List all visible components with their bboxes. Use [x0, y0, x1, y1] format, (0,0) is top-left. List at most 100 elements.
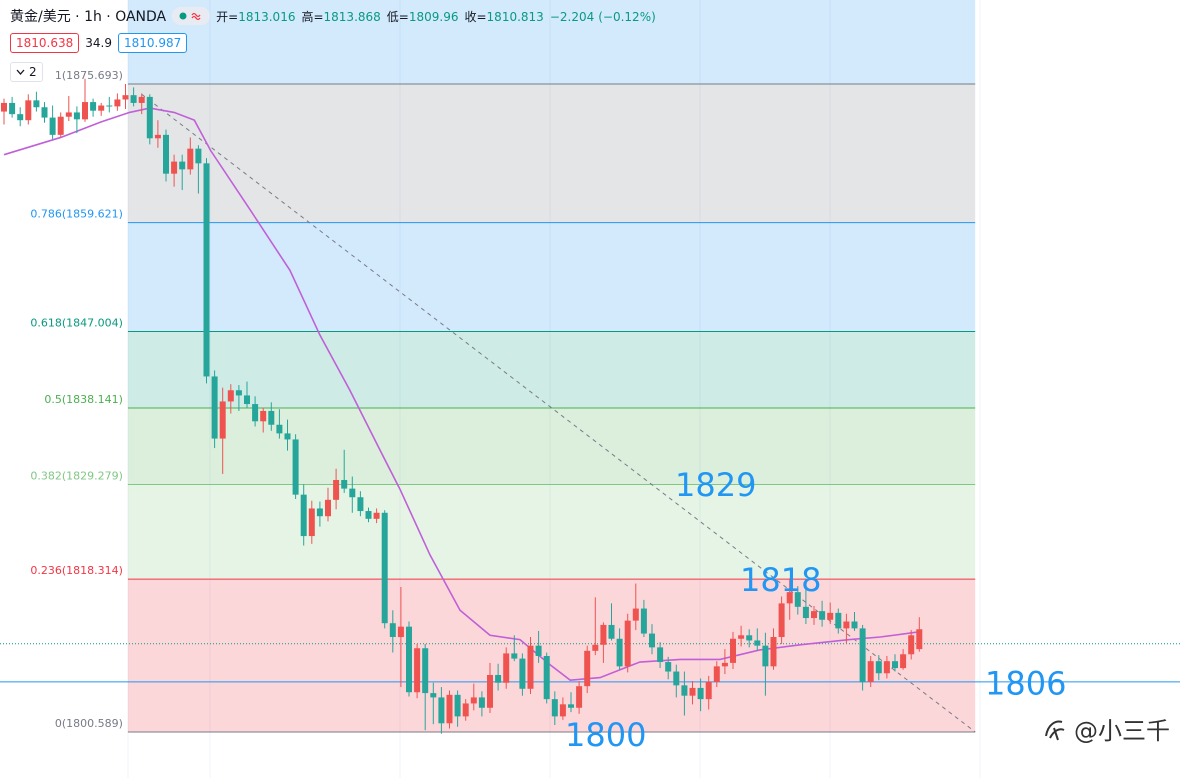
fib-extension-zone [127, 0, 976, 85]
candle-body [559, 704, 566, 717]
candle-body [130, 95, 137, 103]
candle-body [883, 661, 890, 674]
candle-body [49, 117, 56, 135]
candle-body [600, 624, 607, 645]
candle-body [235, 390, 242, 396]
candle-body [867, 661, 874, 682]
candle-body [341, 479, 348, 489]
candle-body [786, 592, 793, 604]
ohlc-label: 低= [386, 9, 409, 24]
candle-body [827, 612, 834, 620]
fib-level-label: 0.786(1859.621) [30, 208, 123, 221]
ohlc-legend: 开=1813.016 高=1813.868 低=1809.96 收=1810.813−… [216, 8, 656, 25]
candle-body [859, 628, 866, 682]
candle-body [762, 645, 769, 667]
candle-body [300, 494, 307, 537]
candle-body [608, 624, 615, 639]
candle-body [430, 693, 437, 698]
candle-body [697, 687, 704, 700]
fib-level-label: 0(1800.589) [55, 717, 123, 730]
candle-body [316, 508, 323, 517]
fib-level-label: 0.236(1818.314) [30, 564, 123, 577]
candle-body [584, 650, 591, 687]
candle-body [179, 161, 186, 170]
candle-body [738, 635, 745, 639]
watermark: @小三千 [1042, 711, 1170, 746]
candle-body [794, 592, 801, 607]
candle-body [73, 112, 80, 120]
candle-body [730, 638, 736, 663]
candle-body [389, 623, 396, 638]
candle-body [811, 611, 817, 619]
change-percent: (−0.12%) [598, 9, 656, 24]
candle-body [851, 621, 858, 629]
spread: 34.9 [85, 36, 112, 50]
candle-body [835, 612, 842, 629]
candle-body [25, 100, 32, 121]
candle-body [568, 704, 574, 708]
candle-body [487, 674, 493, 708]
bid-price[interactable]: 1810.638 [10, 33, 80, 53]
candle-body [1, 102, 7, 112]
status-icons [179, 12, 201, 21]
change-value: −2.204 [549, 9, 595, 24]
candle-body [284, 433, 291, 440]
candle-body [900, 654, 907, 669]
candle-body [227, 390, 234, 402]
candle-body [754, 640, 761, 646]
candle-body [171, 161, 178, 174]
candle-body [470, 697, 477, 704]
candle-body [592, 644, 599, 651]
fib-level-label: 0.618(1847.004) [30, 317, 123, 330]
candle-body [527, 645, 534, 689]
candle-body [802, 606, 809, 619]
candle-body [551, 699, 558, 717]
candle-body [438, 697, 445, 724]
candle-body [146, 96, 153, 139]
candle-body [373, 512, 380, 519]
indicator-count: 2 [29, 65, 37, 79]
candle-body [689, 687, 696, 696]
candle-body [908, 635, 915, 655]
ohlc-value: 1813.016 [238, 9, 296, 24]
candle-body [268, 410, 275, 425]
candle-body [65, 112, 72, 117]
candle-body [503, 653, 510, 683]
candle-body [673, 671, 680, 686]
candle-body [462, 703, 469, 717]
candle-body [875, 661, 882, 674]
candle-body [649, 633, 655, 648]
candle-body [778, 603, 785, 638]
candle-body [98, 105, 105, 111]
status-badge[interactable] [172, 7, 211, 25]
ohlc-label: 开= [216, 9, 239, 24]
candle-body [90, 102, 97, 111]
candle-body [114, 99, 121, 107]
candle-body [41, 107, 48, 118]
candle-body [819, 611, 826, 620]
price-annotation: 1800 [565, 716, 646, 754]
ask-price[interactable]: 1810.987 [117, 33, 188, 53]
candle-body [195, 148, 202, 164]
candle-body [535, 645, 542, 656]
candle-body [381, 512, 388, 624]
candle-body [276, 424, 283, 434]
indicator-toggle[interactable]: 2 [10, 62, 43, 82]
candle-body [519, 658, 526, 689]
candle-body [916, 629, 923, 650]
candle-body [325, 499, 331, 517]
candle-body [17, 114, 24, 121]
watermark-logo [1045, 720, 1065, 740]
candle-body [260, 410, 267, 422]
candle-body [624, 620, 631, 667]
candle-body [57, 116, 64, 135]
ohlc-value: 1810.813 [486, 9, 544, 24]
candle-body [33, 100, 40, 108]
candle-body [495, 674, 502, 683]
fib-level-label: 1(1875.693) [55, 69, 123, 82]
candle-body [665, 662, 672, 672]
candle-body [543, 655, 550, 700]
price-row: 1810.638 34.9 1810.987 [10, 33, 188, 53]
candle-body [187, 148, 194, 170]
